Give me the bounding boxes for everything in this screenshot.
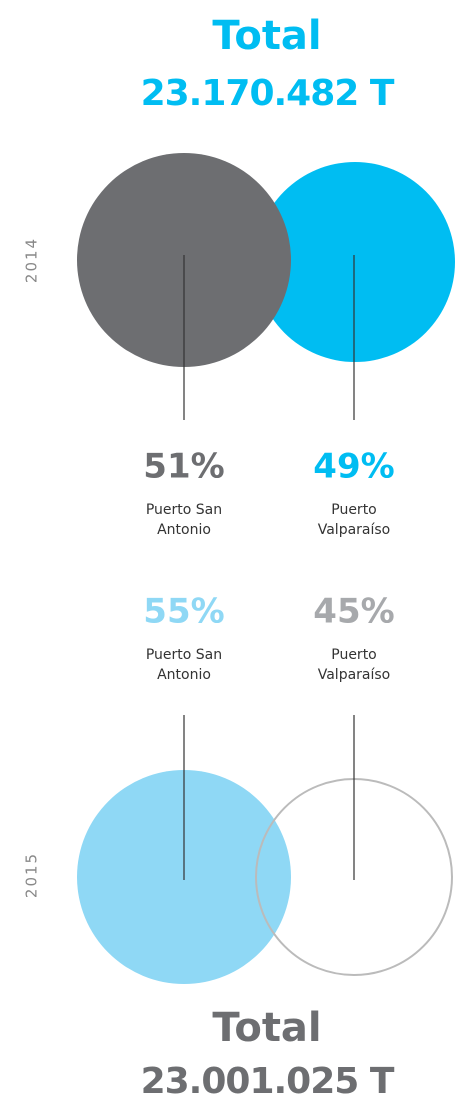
percent: 49% <box>313 447 394 487</box>
label: Puerto San <box>146 647 222 663</box>
label: Valparaíso <box>318 667 391 683</box>
label: Antonio <box>157 522 211 538</box>
label: Antonio <box>157 667 211 683</box>
label: Valparaíso <box>318 522 391 538</box>
title-bottom: Total <box>212 1005 321 1051</box>
circle-valparaiso-2014 <box>255 162 455 362</box>
total-top: 23.170.482 T <box>141 73 395 114</box>
percent: 51% <box>143 447 224 487</box>
percent: 55% <box>143 592 224 632</box>
year-bottom: 2015 <box>23 852 41 898</box>
title-top: Total <box>212 13 321 59</box>
label: Puerto <box>331 647 377 663</box>
percent: 45% <box>313 592 394 632</box>
total-bottom: 23.001.025 T <box>141 1061 395 1102</box>
label: Puerto San <box>146 502 222 518</box>
year-top: 2014 <box>23 237 41 283</box>
label: Puerto <box>331 502 377 518</box>
